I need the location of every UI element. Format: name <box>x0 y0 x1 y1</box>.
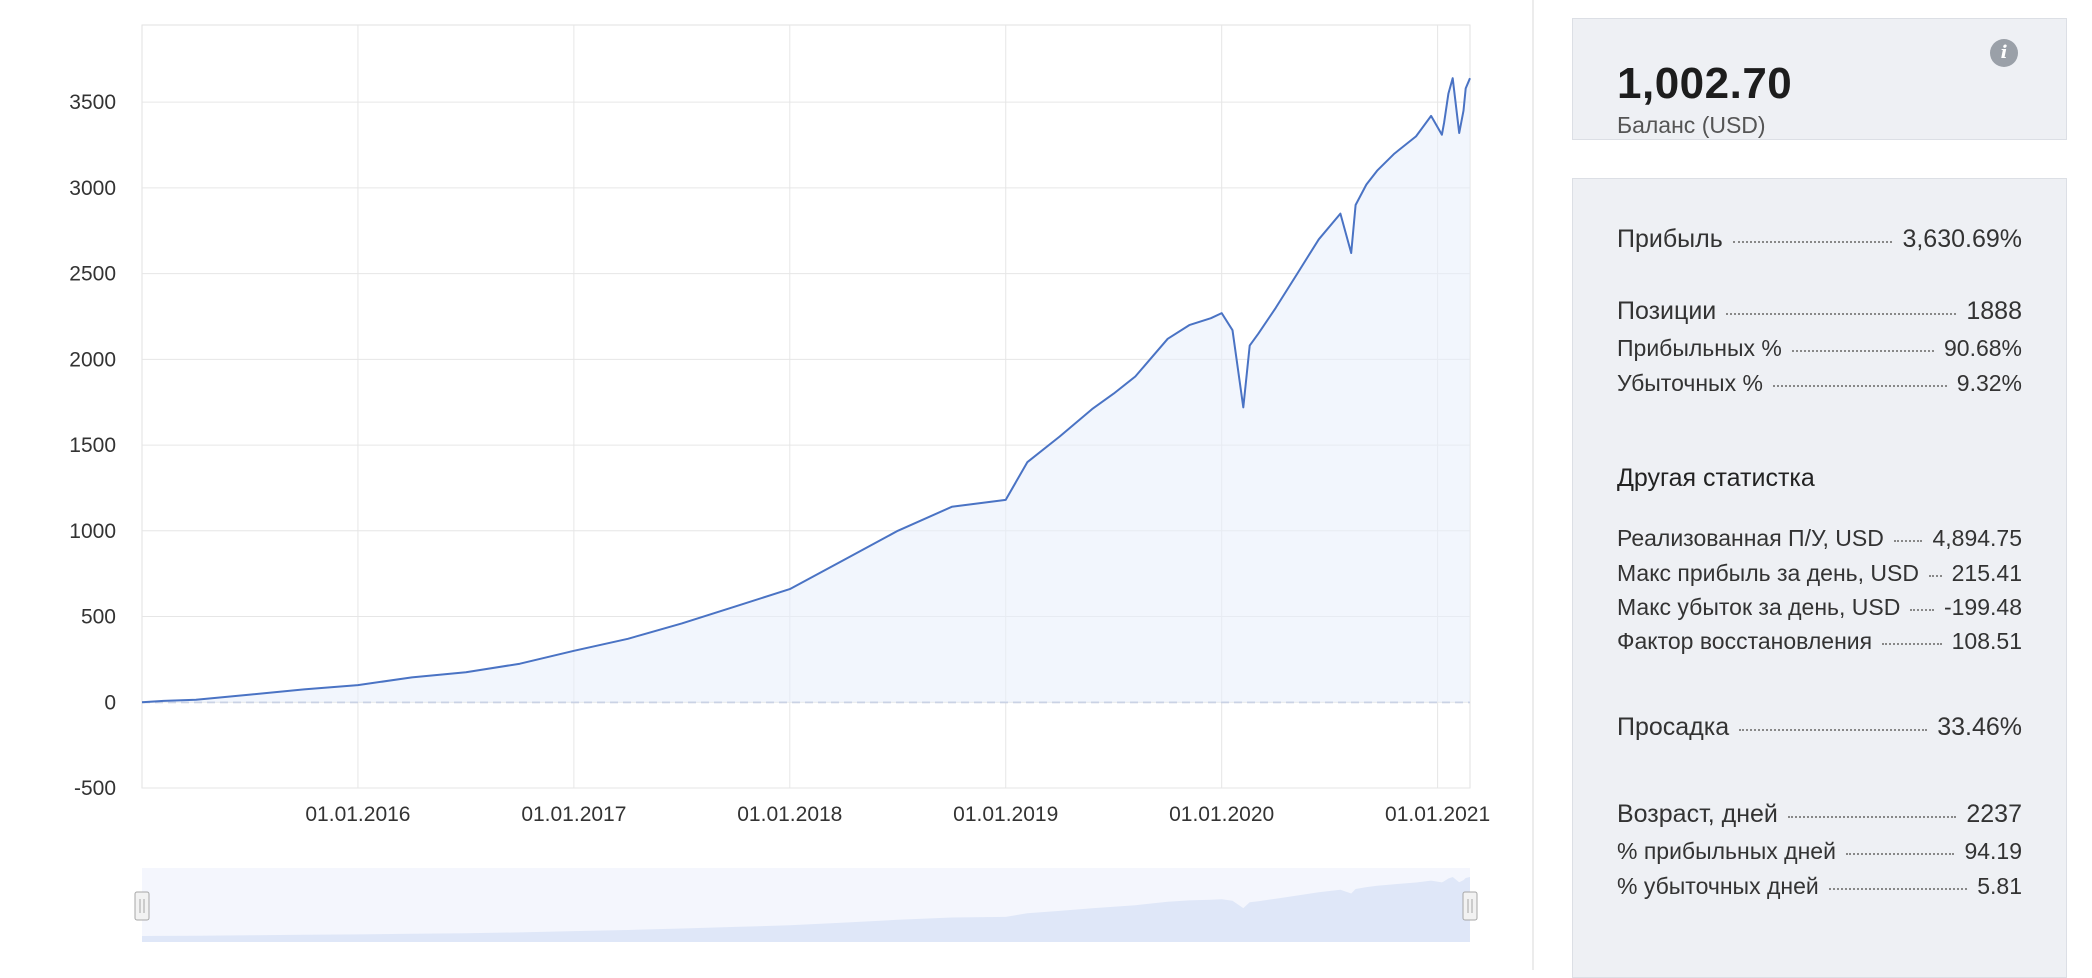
y-tick-label: 3000 <box>69 177 116 200</box>
y-tick-label: 2500 <box>69 263 116 286</box>
stat-age: Возраст, дней 2237 <box>1617 800 2022 829</box>
navigator-handle-right[interactable] <box>1462 891 1478 921</box>
y-tick-label: -500 <box>74 777 116 800</box>
stat-positions-label: Позиции <box>1617 297 1717 325</box>
leader-dots <box>1791 349 1934 352</box>
stat-realized-label: Реализованная П/У, USD <box>1617 525 1884 551</box>
stat-losing-value: 9.32% <box>1956 370 2022 396</box>
stat-recovery: Фактор восстановления 108.51 <box>1617 628 2022 655</box>
stat-drawdown: Просадка 33.46% <box>1617 713 2022 742</box>
y-tick-label: 0 <box>104 691 116 714</box>
x-tick-label: 01.01.2021 <box>1385 803 1490 826</box>
leader-dots <box>1732 240 1893 243</box>
leader-dots <box>1739 728 1928 731</box>
stat-profit-days: % прибыльных дней 94.19 <box>1617 838 2022 865</box>
leader-dots <box>1772 384 1947 387</box>
equity-chart: 3500 3000 2500 2000 1500 1000 500 0 -500 01.01.20… <box>69 24 1490 942</box>
stat-recovery-value: 108.51 <box>1951 628 2022 654</box>
stat-profit: Прибыль 3,630.69% <box>1617 225 2022 254</box>
x-tick-label: 01.01.2017 <box>521 803 626 826</box>
x-tick-label: 01.01.2018 <box>737 803 842 826</box>
stat-positions-value: 1888 <box>1966 297 2022 325</box>
stat-max-loss-value: -199.48 <box>1943 594 2022 620</box>
stat-realized-value: 4,894.75 <box>1932 525 2022 551</box>
stat-loss-days-value: 5.81 <box>1977 873 2022 899</box>
stat-losing: Убыточных % 9.32% <box>1617 370 2022 397</box>
stat-age-label: Возраст, дней <box>1617 800 1778 828</box>
balance-value: 1,002.70 <box>1617 59 1793 108</box>
balance-label: Баланс (USD) <box>1617 112 1766 138</box>
stat-profit-days-value: 94.19 <box>1964 838 2022 864</box>
navigator-handle-left[interactable] <box>134 891 150 921</box>
stat-drawdown-value: 33.46% <box>1937 713 2022 741</box>
info-icon[interactable]: i <box>1990 39 2018 67</box>
stat-profit-label: Прибыль <box>1617 225 1723 253</box>
leader-dots <box>1828 887 1968 890</box>
stat-positions: Позиции 1888 <box>1617 297 2022 326</box>
leader-dots <box>1787 815 1957 818</box>
x-tick-label: 01.01.2016 <box>305 803 410 826</box>
leader-dots <box>1928 574 1942 577</box>
stat-loss-days-label: % убыточных дней <box>1617 873 1819 899</box>
stat-winning: Прибыльных % 90.68% <box>1617 335 2022 362</box>
y-tick-label: 2000 <box>69 348 116 371</box>
balance-card: 1,002.70 Баланс (USD) i <box>1572 18 2067 140</box>
x-tick-label: 01.01.2019 <box>953 803 1058 826</box>
leader-dots <box>1893 539 1923 542</box>
leader-dots <box>1910 608 1934 611</box>
stat-max-profit: Макс прибыль за день, USD 215.41 <box>1617 560 2022 587</box>
y-tick-label: 3500 <box>69 91 116 114</box>
stat-losing-label: Убыточных % <box>1617 370 1763 396</box>
stat-max-profit-label: Макс прибыль за день, USD <box>1617 560 1919 586</box>
stat-max-loss-label: Макс убыток за день, USD <box>1617 594 1901 620</box>
stat-drawdown-label: Просадка <box>1617 713 1730 741</box>
x-tick-label: 01.01.2020 <box>1169 803 1274 826</box>
stat-max-profit-value: 215.41 <box>1951 560 2022 586</box>
stat-profit-value: 3,630.69% <box>1902 225 2022 253</box>
stat-recovery-label: Фактор восстановления <box>1617 628 1873 654</box>
y-tick-label: 1000 <box>69 520 116 543</box>
equity-line <box>141 77 1471 704</box>
stat-realized: Реализованная П/У, USD 4,894.75 <box>1617 525 2022 552</box>
y-tick-label: 500 <box>81 606 116 629</box>
leader-dots <box>1726 312 1957 315</box>
stat-age-value: 2237 <box>1966 800 2022 828</box>
equity-area <box>142 78 1470 703</box>
stat-winning-label: Прибыльных % <box>1617 335 1782 361</box>
leader-dots <box>1882 642 1942 645</box>
stats-card: Прибыль 3,630.69% Позиции 1888 Прибыльных … <box>1572 178 2067 978</box>
y-tick-label: 1500 <box>69 434 116 457</box>
stat-profit-days-label: % прибыльных дней <box>1617 838 1836 864</box>
stat-loss-days: % убыточных дней 5.81 <box>1617 873 2022 900</box>
navigator-series <box>142 877 1470 942</box>
leader-dots <box>1845 852 1955 855</box>
stat-winning-value: 90.68% <box>1943 335 2022 361</box>
other-stats-title: Другая статистка <box>1617 464 1815 492</box>
equity-chart-svg: 3500 3000 2500 2000 1500 1000 500 0 -500 01.01.20… <box>69 24 1490 942</box>
panel-divider <box>1532 0 1534 970</box>
stat-max-loss: Макс убыток за день, USD -199.48 <box>1617 594 2022 621</box>
